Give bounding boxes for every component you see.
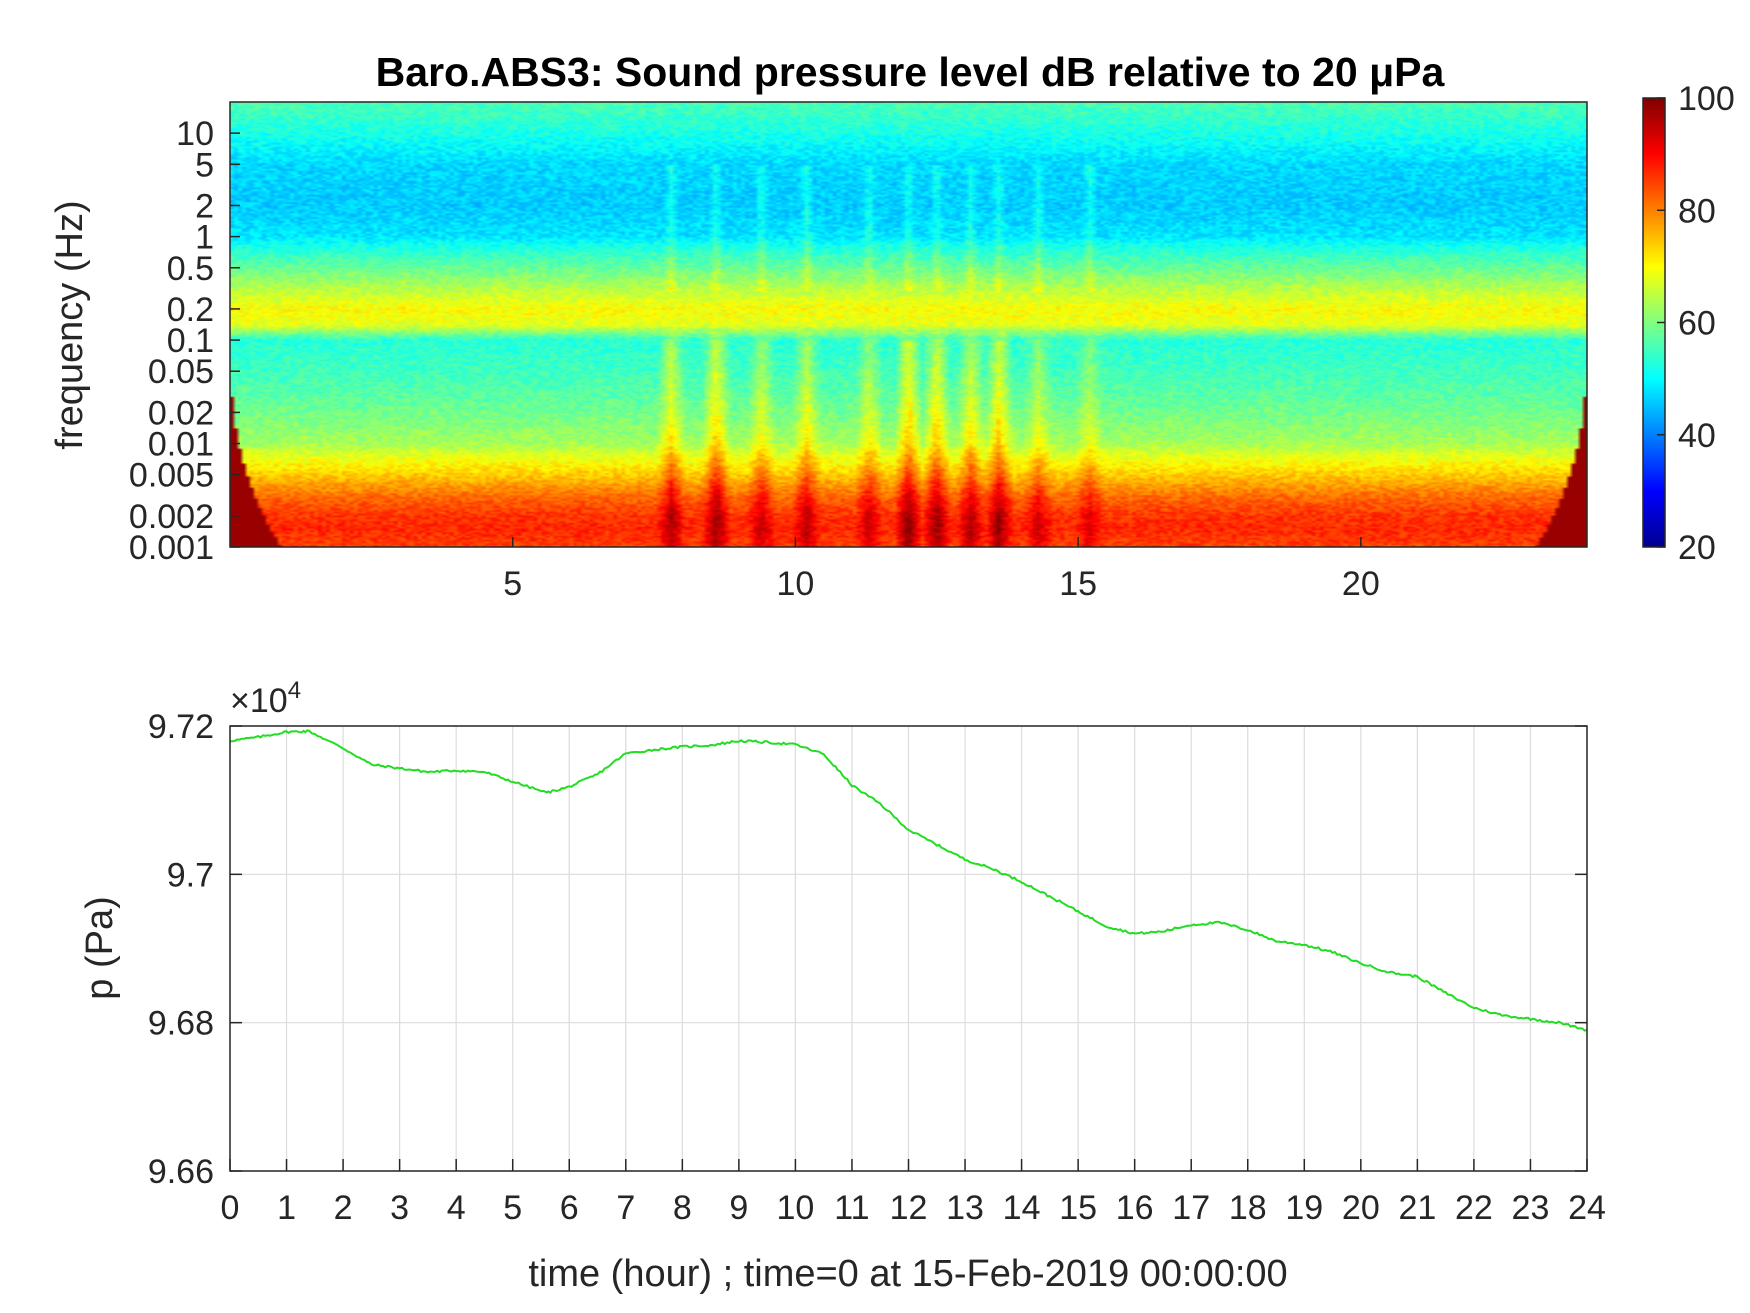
pressure-y-ticks: 9.66 9.68 9.7 9.72 [148, 708, 1587, 1191]
spectrogram-y-label: frequency (Hz) [49, 200, 91, 449]
pressure-x-tick-label: 23 [1512, 1189, 1550, 1227]
spectrogram-y-ticks: 0.0010.0020.0050.010.020.050.10.20.51251… [129, 115, 240, 567]
spectrogram-y-tick-label: 1 [195, 219, 214, 257]
spectrogram-y-tick-label: 0.02 [148, 394, 214, 432]
pressure-panel: 9.669.689.79.72 0 1 2 3 4 5 6 7 8 9 10 11 12 13 14 15 16… [79, 677, 1606, 1295]
spectrogram-y-tick-label: 5 [195, 146, 214, 184]
pressure-x-tick-label: 12 [890, 1189, 928, 1227]
colorbar-ticks: 20 40 60 80 100 [1657, 80, 1735, 567]
spectrogram-panel: Baro.ABS3: Sound pressure level dB relat… [49, 49, 1588, 603]
pressure-x-ticks: 0 1 2 3 4 5 6 7 8 9 10 11 12 13 14 15 16 17 18 19 20 21 22 23 24 [221, 1159, 1606, 1227]
pressure-x-tick-label: 15 [1059, 1189, 1097, 1227]
pressure-x-tick-label: 22 [1455, 1189, 1493, 1227]
pressure-x-tick-label: 9 [729, 1189, 748, 1227]
colorbar-tick-label: 60 [1678, 305, 1716, 343]
pressure-x-tick-label: 3 [390, 1189, 409, 1227]
spectrogram-y-tick-label: 0.002 [129, 498, 214, 536]
colorbar-tick-label: 80 [1678, 192, 1716, 230]
spectrogram-y-tick-label: 0.01 [148, 426, 214, 464]
spectrogram-y-tick-label: 0.5 [167, 250, 214, 288]
spectrogram-x-tick-label: 20 [1342, 565, 1380, 603]
spectrogram-y-tick-label: 2 [195, 187, 214, 225]
pressure-x-tick-label: 2 [334, 1189, 353, 1227]
pressure-x-tick-label: 6 [560, 1189, 579, 1227]
pressure-y-tick-label: 9.68 [148, 1005, 214, 1043]
pressure-x-tick-label: 13 [946, 1189, 984, 1227]
spectrogram-x-tick-label: 5 [503, 565, 522, 603]
spectrogram-y-tick-label: 0.005 [129, 457, 214, 495]
pressure-x-tick-label: 24 [1568, 1189, 1606, 1227]
pressure-x-tick-label: 18 [1229, 1189, 1267, 1227]
pressure-x-tick-label: 11 [834, 1189, 869, 1227]
colorbar-tick-label: 20 [1678, 529, 1716, 567]
spectrogram-title: Baro.ABS3: Sound pressure level dB relat… [376, 49, 1446, 95]
pressure-x-tick-label: 0 [221, 1189, 240, 1227]
pressure-line [230, 729, 1588, 1032]
spectrogram-x-tick-label: 15 [1059, 565, 1097, 603]
spectrogram-image [230, 102, 1587, 547]
pressure-x-tick-label: 8 [673, 1189, 692, 1227]
spectrogram-x-ticks: 5 10 15 20 [503, 537, 1380, 603]
spectrogram-y-tick-label: 0.1 [167, 322, 214, 360]
pressure-x-tick-label: 19 [1285, 1189, 1323, 1227]
pressure-x-tick-label: 10 [777, 1189, 815, 1227]
y-multiplier: ×104 [230, 677, 301, 720]
spectrogram-axes-box [229, 101, 1588, 548]
spectrogram-y-tick-label: 10 [176, 115, 214, 153]
colorbar: 20 40 60 80 100 [1642, 80, 1735, 567]
pressure-x-tick-label: 4 [447, 1189, 466, 1227]
pressure-x-tick-label: 20 [1342, 1189, 1380, 1227]
pressure-x-tick-label: 17 [1172, 1189, 1210, 1227]
pressure-x-tick-label: 14 [1003, 1189, 1041, 1227]
pressure-x-tick-label: 7 [616, 1189, 635, 1227]
spectrogram-y-tick-label: 0.001 [129, 529, 214, 567]
pressure-y-tick-label: 9.7 [167, 856, 214, 894]
pressure-x-tick-label: 16 [1116, 1189, 1154, 1227]
spectrogram-y-tick-label: 0.2 [167, 291, 214, 329]
colorbar-tick-label: 40 [1678, 417, 1716, 455]
pressure-y-label: p (Pa) [79, 896, 121, 999]
spectrogram-x-tick-label: 10 [777, 565, 815, 603]
spectrogram-y-tick-label: 0.05 [148, 353, 214, 391]
pressure-x-label: time (hour) ; time=0 at 15-Feb-2019 00:0… [528, 1253, 1287, 1295]
pressure-x-tick-label: 1 [277, 1189, 296, 1227]
pressure-y-tick-label: 9.72 [148, 708, 214, 746]
pressure-x-tick-label: 21 [1398, 1189, 1436, 1227]
pressure-y-tick-label: 9.66 [148, 1153, 214, 1191]
pressure-x-tick-label: 5 [503, 1189, 522, 1227]
colorbar-tick-label: 100 [1678, 80, 1735, 118]
